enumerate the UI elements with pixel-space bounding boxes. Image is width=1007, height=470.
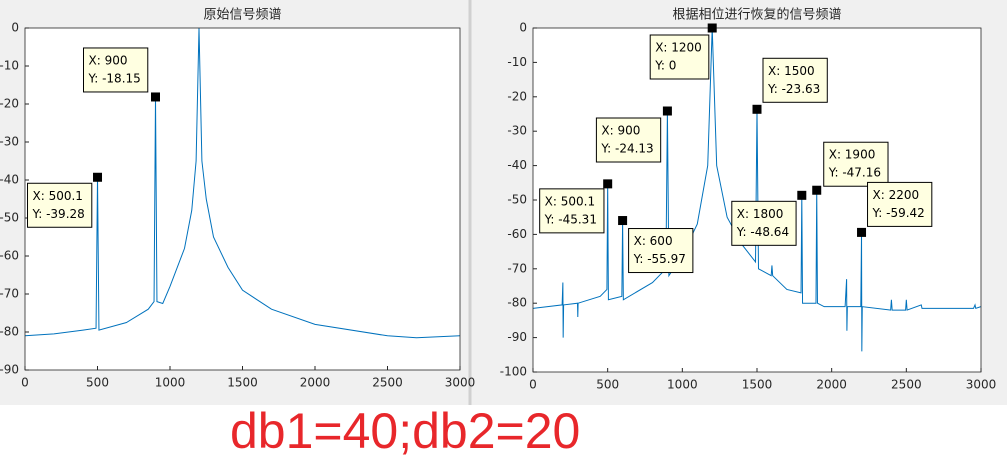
x-tick-label: 2000 [816,378,847,392]
datatip-marker [93,172,103,182]
x-tick-label: 1000 [155,376,186,390]
spectrum-line [25,28,460,339]
datatip-x: X: 2200 [873,188,920,202]
axes-frame [532,27,982,373]
datatip-box [731,200,797,246]
x-tick-label: 1500 [742,378,773,392]
x-tick-label: 2000 [300,376,331,390]
chart-title: 原始信号频谱 [203,8,281,23]
datatip-y: Y: -59.42 [872,206,925,220]
datatip-marker [857,227,867,237]
x-tick-label: 0 [529,378,537,392]
y-tick-label: -50 [507,193,527,207]
datatip-box [823,141,889,187]
datatip-box [628,228,694,274]
datatip-y: Y: -45.31 [544,212,597,226]
caption: db1=40;db2=20 [230,403,580,459]
datatip-box [649,34,710,80]
x-tick-label: 1000 [667,378,698,392]
y-tick-label: -70 [0,287,19,301]
x-tick-label: 500 [596,378,619,392]
datatip-box [27,182,93,228]
datatip-y: Y: 0 [654,59,676,73]
datatip-box [83,47,149,93]
datatip-box [867,181,933,227]
datatip-x: X: 900 [601,124,640,138]
datatip-marker [752,104,762,114]
datatip-marker [707,23,717,33]
axes-frame [24,27,461,371]
y-tick-label: -20 [0,97,19,111]
y-tick-label: -40 [0,173,19,187]
y-tick-label: -30 [507,124,527,138]
datatip-x: X: 500.1 [33,189,83,203]
y-tick-label: -10 [0,59,19,73]
datatip-y: Y: -47.16 [828,166,881,180]
y-tick-label: -40 [507,158,527,172]
datatip-y: Y: -24.13 [600,142,653,156]
datatip-marker [151,92,160,102]
datatip-x: X: 1800 [737,207,784,221]
datatip-x: X: 500.1 [545,194,595,208]
datatip-x: X: 900 [89,53,128,67]
datatip-x: X: 1900 [829,148,876,162]
datatip-y: Y: -18.15 [88,71,141,85]
y-tick-label: -80 [0,325,19,339]
y-tick-label: -60 [0,249,19,263]
y-tick-label: 0 [11,21,19,35]
y-tick-label: 0 [519,21,527,35]
datatip-marker [812,185,822,195]
y-tick-label: -70 [507,261,527,275]
y-tick-label: -20 [507,89,527,103]
spectrum-line [533,28,981,352]
datatip-x: X: 1500 [768,64,815,78]
datatip-y: Y: -48.64 [736,225,789,239]
x-tick-label: 3000 [966,378,997,392]
y-tick-label: -60 [507,227,527,241]
datatip-box [595,117,662,163]
datatip-box [762,57,828,103]
x-tick-label: 0 [21,376,29,390]
datatip-marker [662,106,672,116]
chart-title: 根据相位进行恢复的信号频谱 [672,7,841,23]
y-tick-label: -50 [0,211,19,225]
datatip-y: Y: -39.28 [32,207,85,221]
datatip-y: Y: -55.97 [633,252,686,266]
x-tick-label: 2500 [372,376,403,390]
datatip-y: Y: -23.63 [767,82,820,96]
y-tick-label: -30 [0,135,19,149]
y-tick-label: -80 [507,296,527,310]
datatip-marker [603,179,613,189]
datatip-x: X: 600 [634,234,673,248]
x-tick-label: 500 [86,376,109,390]
y-tick-label: -10 [507,55,527,69]
datatip-box [539,188,605,234]
x-tick-label: 3000 [445,376,476,390]
y-tick-label: -90 [507,330,527,344]
datatip-marker [618,216,628,226]
x-tick-label: 2500 [891,378,922,392]
y-tick-label: -100 [500,365,527,379]
datatip-marker [797,190,807,200]
x-tick-label: 1500 [227,376,258,390]
y-tick-label: -90 [0,363,19,377]
datatip-x: X: 1200 [655,41,702,55]
